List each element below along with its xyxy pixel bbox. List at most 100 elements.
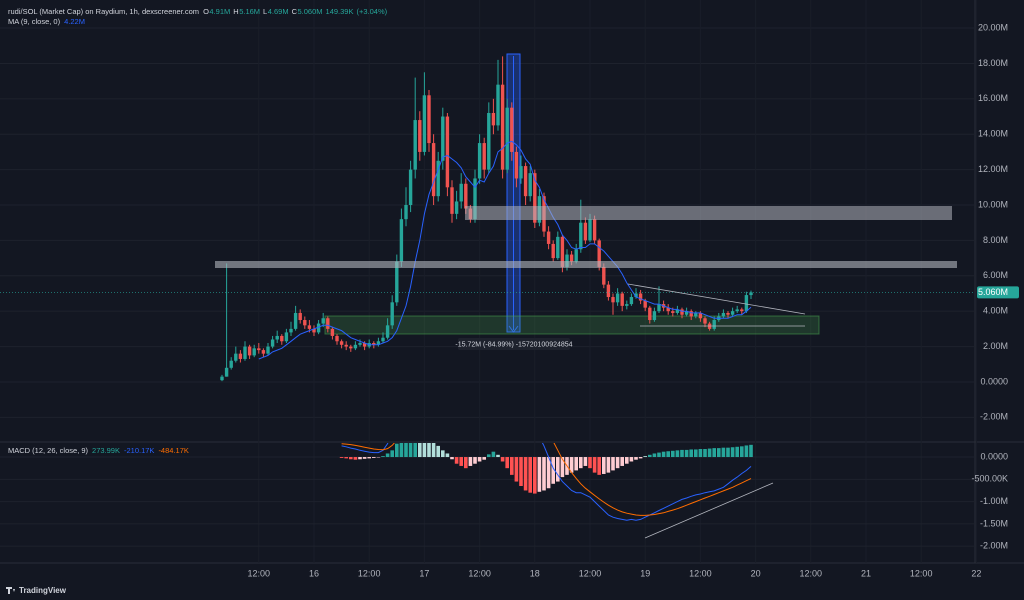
candle-body [335,335,339,342]
histogram-bar [358,457,362,460]
candle-body [261,350,266,354]
candle-body [694,312,698,317]
candle-body [390,302,394,326]
x-tick-label: 16 [309,568,319,578]
candle-body [307,325,312,329]
histogram-bar [625,457,629,464]
candle-body [689,311,693,317]
measure-label-box [458,338,570,350]
y-tick-label: -1.00M [980,496,1008,506]
candle-body [372,343,376,345]
candle-body [252,348,256,356]
candle-body [257,348,261,351]
histogram-bar [671,450,675,458]
histogram-bar [652,453,657,458]
histogram-bar [372,457,376,458]
candle-body [427,95,431,144]
y-tick-label: 14.00M [978,129,1008,139]
x-tick-label: 19 [640,568,650,578]
histogram-bar [698,449,703,458]
candle-body [270,339,275,347]
x-tick-label: 12:00 [358,568,381,578]
candle-body [592,219,597,241]
histogram-bar [726,447,730,458]
y-tick-label: 6.00M [983,270,1008,280]
histogram-bar [477,457,482,462]
y-tick-label: 0.0000 [980,376,1008,386]
candle-body [491,112,496,126]
candle-body [510,107,514,152]
histogram-bar [454,457,459,464]
legend: rudi/SOL (Market Cap) on Raydium, 1h, de… [8,7,388,455]
candle-body [303,320,307,326]
candle-body [712,320,716,329]
histogram-bar [551,457,555,484]
y-tick-label: -1.50M [980,518,1008,528]
branding: TradingView [6,586,67,595]
histogram-bar [436,445,440,458]
candle-body [615,293,620,303]
candle-body [666,307,670,312]
candle-body [643,300,647,308]
candle-body [606,284,611,298]
axes: 20.00M 18.00M 16.00M 14.00M 12.00M 10.00M 8.00… [248,22,1019,578]
histogram-bar [505,457,509,469]
candle-body [730,311,735,315]
candle-body [519,166,523,179]
measure-label: -15.72M (-84.99%) -15720100924854 [455,341,572,348]
histogram-bar [542,457,546,491]
macd-title: MACD (12, 26, close, 9) [8,446,89,455]
ohlc-name: H [233,7,238,16]
histogram-bar [721,447,726,458]
candle-body [726,312,730,315]
candle-body [418,120,422,152]
ma-line [258,140,752,360]
histogram-bar [675,450,680,458]
candle-body [574,249,578,262]
candle-body [399,219,404,262]
candle-body [528,173,532,197]
candle-body [473,178,477,220]
histogram-bar [730,447,735,458]
histogram-bar [611,457,615,471]
histogram-bar [528,457,532,493]
histogram-bar [579,457,583,469]
logo [6,587,15,594]
candle-body [648,307,652,321]
last-price-box [977,286,1019,299]
candle-body [638,293,643,301]
candle-body [634,293,638,298]
measure-arrow-head [508,325,519,333]
candle-body [703,318,707,324]
candle-body [602,266,606,285]
y-tick-label: 18.00M [978,58,1008,68]
candle-body [569,254,574,262]
ohlc-value: 4.69M [268,7,289,16]
indicator-value: 4.22M [64,17,85,26]
histogram-bar [514,457,519,482]
y-tick-label: 10.00M [978,199,1008,209]
histogram-bar [744,445,749,458]
histogram-bar [694,449,698,458]
y-tick-label: 16.00M [978,93,1008,103]
last-price-label: 5.060M [978,287,1008,297]
candle-body [675,309,680,313]
candle-body [477,143,482,179]
histogram-bar [390,450,394,458]
histogram-bar [385,453,390,458]
chart-title: rudi/SOL (Market Cap) on Raydium, 1h, de… [8,7,199,16]
x-tick-label: 12:00 [579,568,602,578]
candle-body [376,341,381,345]
y-tick-label: 8.00M [983,235,1008,245]
candle-body [565,254,569,267]
candle-body [289,328,293,333]
histogram-bar [482,457,486,460]
candle-body [597,240,601,267]
candle-body [464,183,468,209]
x-tick-label: 22 [971,568,981,578]
histogram-bar [648,454,652,458]
histogram-bar [546,457,551,489]
trend-line [627,283,806,315]
histogram-bar [556,457,560,482]
candle-body [339,341,344,345]
